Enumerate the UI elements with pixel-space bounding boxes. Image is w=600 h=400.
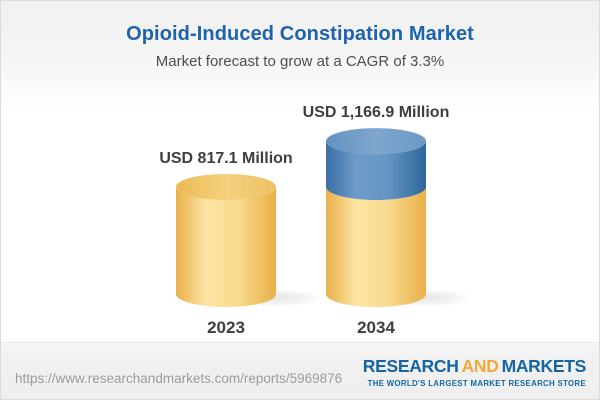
research-and-markets-logo: RESEARCH AND MARKETS THE WORLD'S LARGEST M…: [362, 356, 587, 388]
report-url-link[interactable]: https://www.researchandmarkets.com/repor…: [15, 371, 343, 386]
year-label-2023: 2023: [207, 318, 245, 337]
bar-2034: USD 1,166.9 Million 2034: [303, 104, 472, 337]
cylinder-segment-gold: [326, 186, 426, 307]
cylinder-top: [326, 128, 426, 155]
value-label-2034: USD 1,166.9 Million: [303, 104, 450, 121]
logo-tagline: THE WORLD'S LARGEST MARKET RESEARCH STOR…: [367, 378, 586, 388]
logo-word-markets: MARKETS: [501, 356, 587, 376]
chart-title: Opioid-Induced Constipation Market: [126, 23, 474, 45]
footer-bar: https://www.researchandmarkets.com/repor…: [1, 342, 599, 399]
cylinder-segment-gold: [176, 186, 276, 307]
chart-header: Opioid-Induced Constipation Market Marke…: [1, 1, 599, 70]
logo-word-research: RESEARCH: [362, 356, 459, 376]
bar-2023: USD 817.1 Million 2023: [159, 150, 322, 337]
value-label-2023: USD 817.1 Million: [159, 150, 292, 167]
logo-wordmark: RESEARCH AND MARKETS: [362, 356, 587, 376]
cylinder-segment-blue: [326, 141, 426, 200]
year-label-2034: 2034: [357, 318, 395, 337]
logo-word-and: AND: [461, 356, 499, 376]
chart-subtitle: Market forecast to grow at a CAGR of 3.3…: [155, 53, 445, 70]
cylinder-top: [176, 173, 276, 200]
